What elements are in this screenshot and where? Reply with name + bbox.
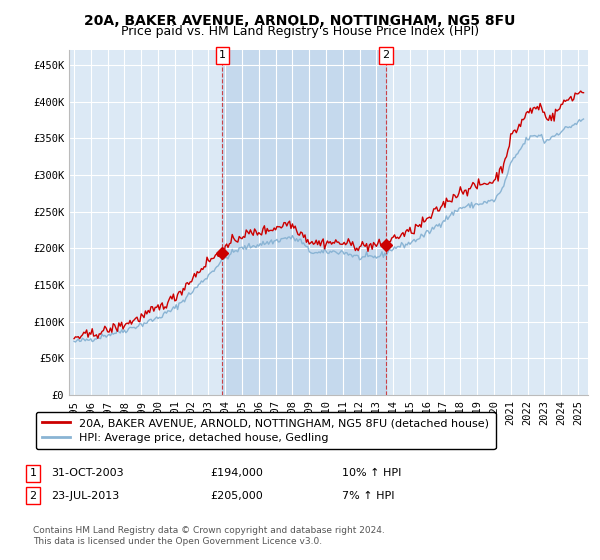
Text: 2: 2 <box>382 50 389 60</box>
Text: Price paid vs. HM Land Registry's House Price Index (HPI): Price paid vs. HM Land Registry's House … <box>121 25 479 38</box>
Text: 7% ↑ HPI: 7% ↑ HPI <box>342 491 395 501</box>
Text: 2: 2 <box>29 491 37 501</box>
Legend: 20A, BAKER AVENUE, ARNOLD, NOTTINGHAM, NG5 8FU (detached house), HPI: Average pr: 20A, BAKER AVENUE, ARNOLD, NOTTINGHAM, N… <box>35 412 496 449</box>
Text: 1: 1 <box>219 50 226 60</box>
Text: £205,000: £205,000 <box>210 491 263 501</box>
Text: 10% ↑ HPI: 10% ↑ HPI <box>342 468 401 478</box>
Text: 23-JUL-2013: 23-JUL-2013 <box>51 491 119 501</box>
Text: £194,000: £194,000 <box>210 468 263 478</box>
Text: 31-OCT-2003: 31-OCT-2003 <box>51 468 124 478</box>
Text: 1: 1 <box>29 468 37 478</box>
Text: 20A, BAKER AVENUE, ARNOLD, NOTTINGHAM, NG5 8FU: 20A, BAKER AVENUE, ARNOLD, NOTTINGHAM, N… <box>85 14 515 28</box>
Text: Contains HM Land Registry data © Crown copyright and database right 2024.
This d: Contains HM Land Registry data © Crown c… <box>33 526 385 546</box>
Bar <box>223 50 386 395</box>
